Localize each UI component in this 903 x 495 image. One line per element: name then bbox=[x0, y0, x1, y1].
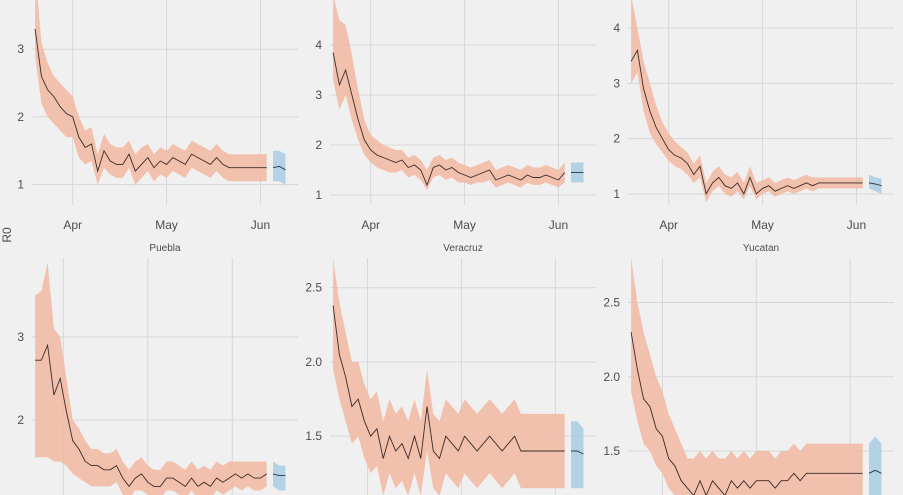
y-tick-label: 5 bbox=[315, 0, 322, 2]
y-tick-label: 2.0 bbox=[305, 355, 322, 369]
y-tick-label: 1.5 bbox=[305, 429, 322, 443]
confidence-band bbox=[35, 0, 267, 185]
forecast-band bbox=[869, 436, 882, 495]
y-tick-label: 2.5 bbox=[305, 281, 322, 295]
y-tick-label: 1 bbox=[315, 188, 322, 202]
r0-estimate-line bbox=[332, 52, 566, 187]
r0-forecast-line bbox=[868, 182, 882, 187]
r0-forecast-line bbox=[868, 469, 882, 474]
chart-panel-2: 1 2 3 4 5 Apr May Jun bbox=[315, 0, 596, 232]
y-tick-label: 2 bbox=[315, 138, 322, 152]
confidence-band bbox=[631, 0, 863, 203]
y-tick-label: 3 bbox=[613, 76, 620, 90]
y-tick-label: 1.5 bbox=[603, 444, 620, 458]
panel-title: Yucatan bbox=[743, 243, 779, 254]
y-tick-label: 4 bbox=[613, 21, 620, 35]
x-tick-label: Jun bbox=[549, 218, 568, 232]
y-tick-label: 2.5 bbox=[603, 296, 620, 310]
y-tick-label: 1 bbox=[613, 187, 620, 201]
y-tick-label: 3 bbox=[17, 330, 24, 344]
confidence-band bbox=[333, 0, 565, 190]
panel-title: Veracruz bbox=[443, 243, 482, 254]
x-tick-label: Apr bbox=[659, 218, 678, 232]
r0-estimate-line bbox=[34, 28, 267, 173]
r0-estimate-line bbox=[630, 332, 863, 495]
forecast-band bbox=[571, 421, 584, 489]
y-tick-label: 2.0 bbox=[603, 370, 620, 384]
r0-forecast-line bbox=[571, 450, 584, 455]
y-tick-label: 2 bbox=[17, 413, 24, 427]
confidence-band bbox=[333, 258, 565, 495]
chart-panel-1: 1 2 3 Apr May Jun bbox=[17, 0, 298, 232]
x-tick-label: Apr bbox=[63, 218, 82, 232]
y-tick-label: 2 bbox=[17, 110, 24, 124]
x-tick-label: May bbox=[453, 218, 476, 232]
x-tick-label: Apr bbox=[361, 218, 380, 232]
chart-panel-6: 1.5 2.0 2.5 Yucatan bbox=[603, 243, 894, 495]
y-tick-label: 3 bbox=[315, 88, 322, 102]
x-tick-label: May bbox=[751, 218, 774, 232]
chart-panel-3: 1 2 3 4 Apr May Jun bbox=[613, 0, 894, 232]
r0-estimate-line bbox=[332, 305, 565, 460]
chart-panel-5: 1.5 2.0 2.5 Veracruz bbox=[305, 243, 596, 495]
r0-estimate-line bbox=[35, 343, 267, 488]
r0-estimate-line bbox=[630, 48, 863, 196]
y-tick-label: 4 bbox=[315, 38, 322, 52]
confidence-band bbox=[631, 258, 863, 495]
r0-forecast-line bbox=[272, 473, 286, 477]
y-tick-label: 3 bbox=[17, 42, 24, 56]
y-tick-label: 2 bbox=[613, 132, 620, 146]
y-tick-label: 1 bbox=[17, 178, 24, 192]
r0-forecast-line bbox=[272, 165, 286, 171]
x-tick-label: May bbox=[155, 218, 178, 232]
x-tick-label: Jun bbox=[847, 218, 866, 232]
x-tick-label: Jun bbox=[251, 218, 270, 232]
y-axis-label: R0 bbox=[0, 227, 14, 243]
chart-panel-4: 2 3 Puebla bbox=[17, 243, 298, 495]
confidence-band bbox=[35, 262, 267, 495]
panel-title: Puebla bbox=[149, 243, 181, 254]
forecast-band bbox=[273, 150, 286, 185]
